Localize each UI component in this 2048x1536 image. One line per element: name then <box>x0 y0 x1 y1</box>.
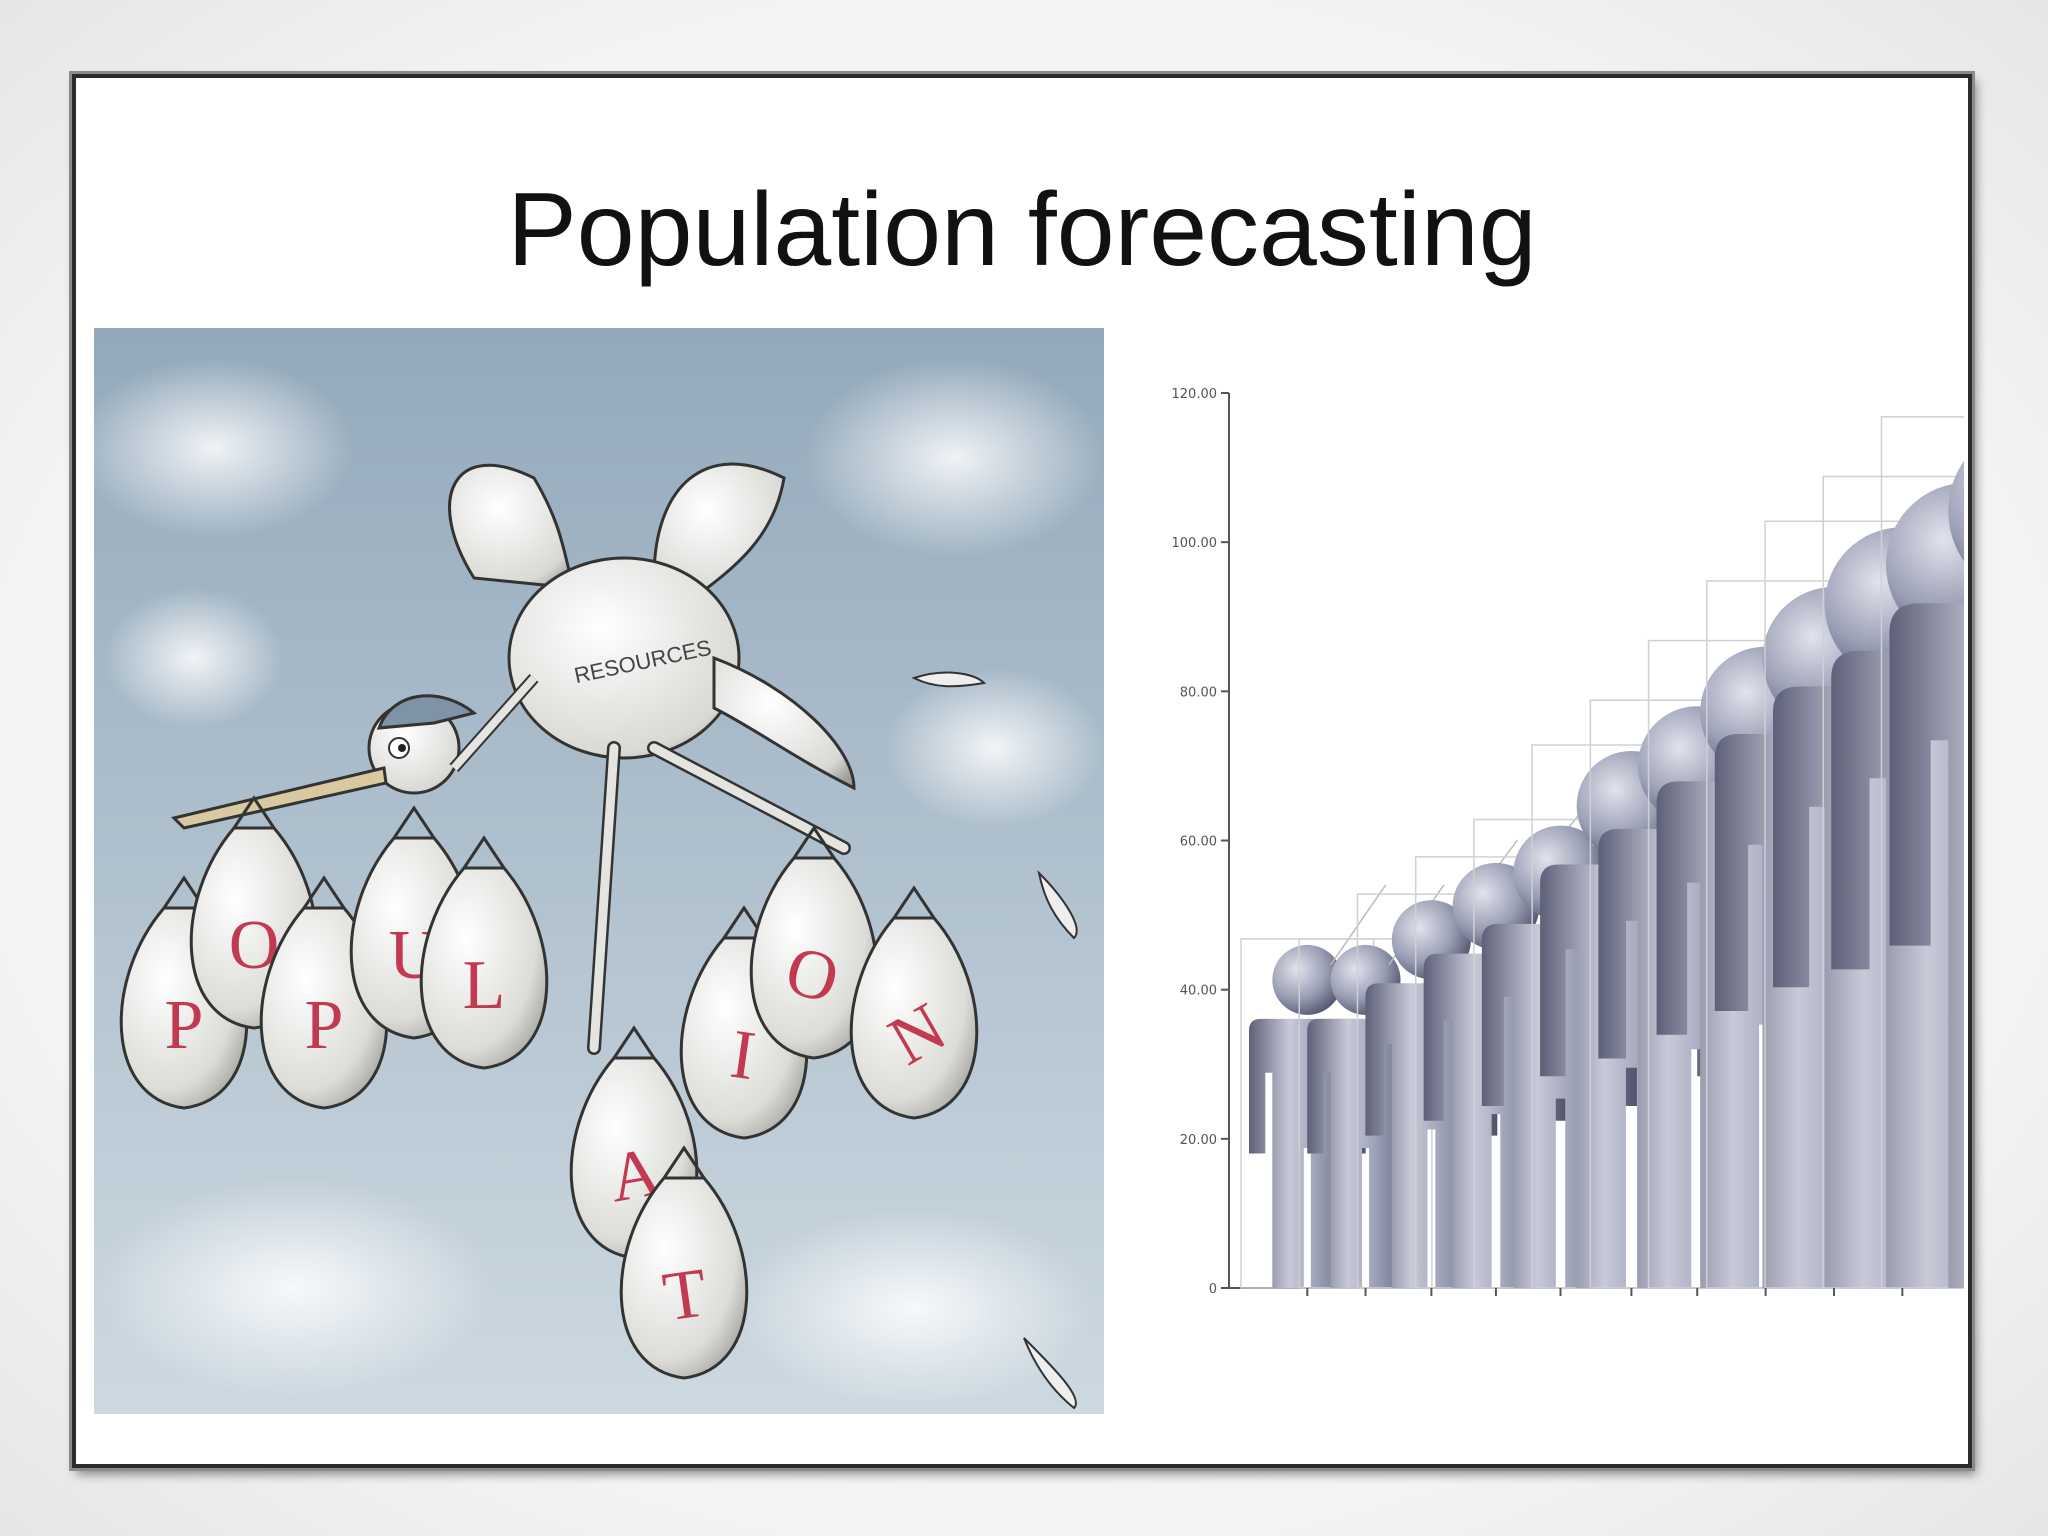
y-tick-label: 80.00 <box>1180 685 1217 700</box>
y-tick-label: 20.00 <box>1180 1133 1217 1148</box>
bag-letter: P <box>305 987 344 1064</box>
slide-title: Population forecasting <box>507 172 1537 288</box>
population-growth-chart: 0 20.00 40.00 60.00 80.00 100.00 120.00 <box>1124 328 1964 1414</box>
bag-letter: L <box>463 947 506 1024</box>
person-figure-bar <box>1880 416 1964 1289</box>
slide: Population forecasting <box>72 74 1972 1468</box>
y-tick-label: 60.00 <box>1180 835 1217 850</box>
bag-letter: P <box>165 987 204 1064</box>
bag-9: O <box>749 825 879 1060</box>
bag-letter: T <box>659 1254 712 1336</box>
y-tick-label: 100.00 <box>1172 536 1218 551</box>
y-tick-label: 0 <box>1209 1282 1217 1297</box>
stork-bird-illustration: RESOURCES <box>171 462 856 1055</box>
bag-5: L <box>419 835 549 1070</box>
bag-10: N <box>849 885 979 1120</box>
chart-x-ticks <box>1306 1288 1904 1296</box>
chart-svg: 0 20.00 40.00 60.00 80.00 100.00 120.00 <box>1172 387 1964 1297</box>
chart-figures <box>1240 416 1964 1289</box>
y-tick-label: 40.00 <box>1180 984 1217 999</box>
bag-7: T <box>619 1145 749 1380</box>
y-tick-label: 120.00 <box>1172 387 1218 402</box>
